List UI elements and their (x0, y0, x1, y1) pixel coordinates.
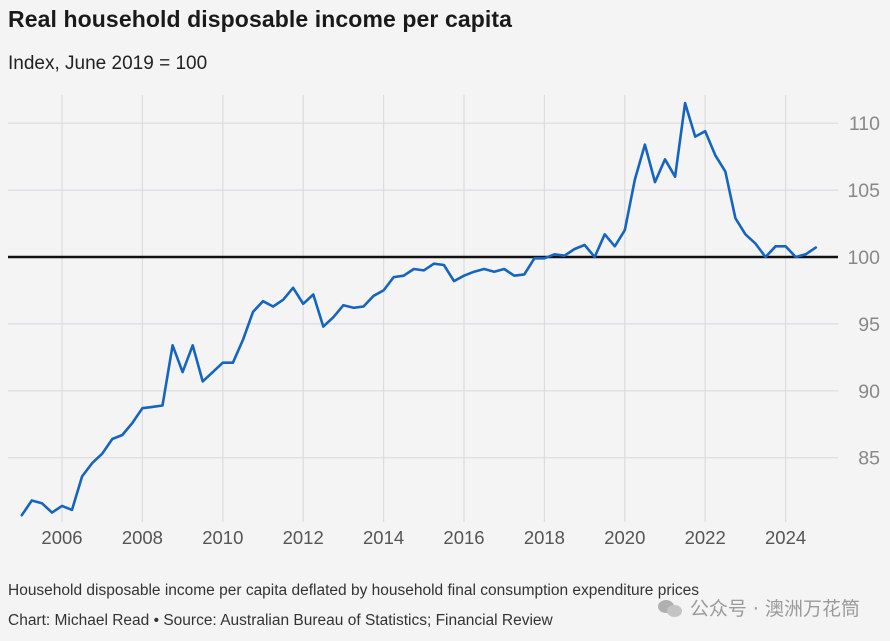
chart-credit: Chart: Michael Read • Source: Australian… (8, 612, 553, 629)
x-tick-label: 2018 (524, 527, 565, 548)
chart-footnote: Household disposable income per capita d… (8, 582, 700, 599)
x-tick-label: 2016 (443, 527, 484, 548)
watermark: 公众号 · 澳洲万花筒 (657, 594, 860, 621)
x-tick-label: 2006 (41, 527, 82, 548)
y-tick-label: 110 (849, 113, 880, 135)
x-tick-label: 2008 (122, 527, 163, 548)
x-tick-label: 2024 (765, 527, 806, 548)
watermark-text: 公众号 · 澳洲万花筒 (689, 598, 860, 620)
x-tick-label: 2010 (202, 527, 243, 548)
x-tick-label: 2022 (685, 527, 726, 548)
chart-subtitle: Index, June 2019 = 100 (8, 53, 208, 74)
wechat-icon (657, 598, 684, 618)
y-tick-label: 105 (847, 180, 880, 202)
y-tick-label: 85 (858, 448, 880, 470)
y-tick-label: 90 (858, 381, 880, 403)
y-tick-label: 100 (847, 247, 880, 269)
line-chart: 2006 2008 2010 2012 2014 2016 2018 2020 2022 2024… (8, 95, 880, 548)
x-tick-label: 2020 (604, 527, 645, 548)
chart-title: Real household disposable income per cap… (8, 6, 513, 32)
x-tick-label: 2012 (283, 527, 324, 548)
series-line (20, 101, 818, 517)
y-tick-label: 95 (858, 314, 880, 336)
x-tick-label: 2014 (363, 527, 404, 548)
